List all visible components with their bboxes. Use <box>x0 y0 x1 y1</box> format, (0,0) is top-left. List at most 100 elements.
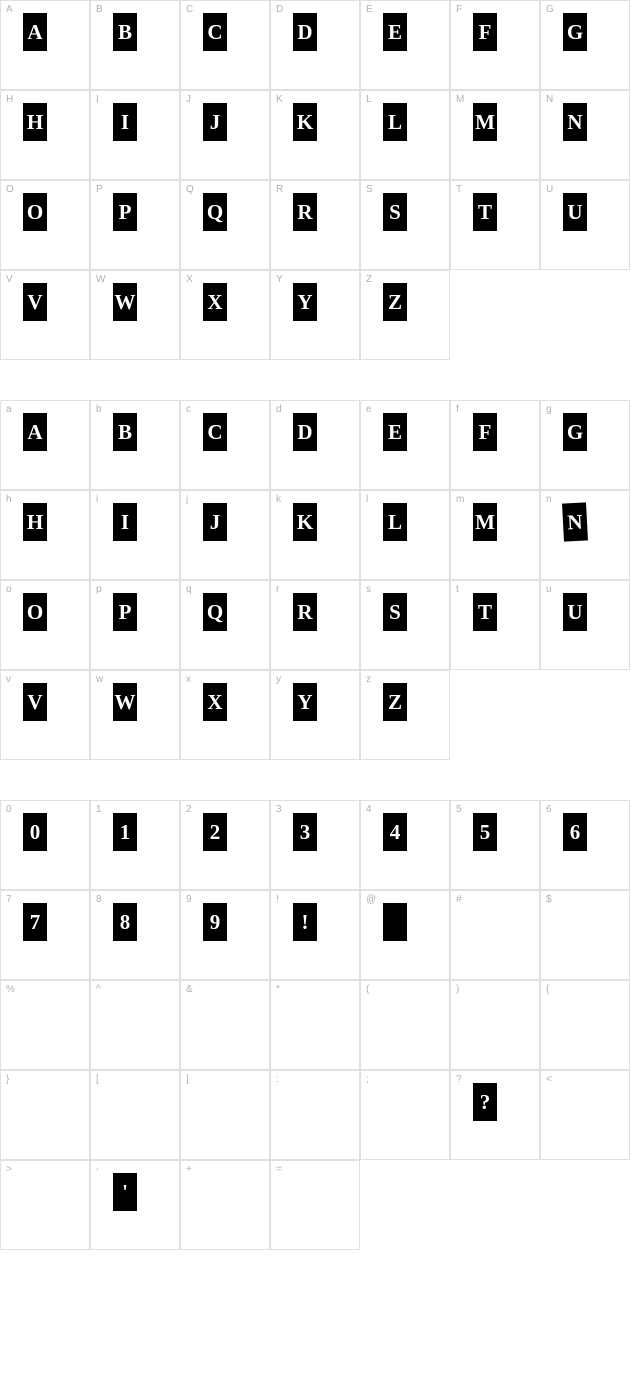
cell-label: Z <box>366 274 372 285</box>
glyph-cell: mM <box>450 490 540 580</box>
glyph-wrap <box>383 993 407 1031</box>
cell-label: t <box>456 584 459 595</box>
glyph-wrap: S <box>383 593 407 631</box>
glyph-box: G <box>563 413 587 451</box>
cell-label: ? <box>456 1074 462 1085</box>
glyph-cell: oO <box>0 580 90 670</box>
glyph-wrap: X <box>203 683 227 721</box>
glyph-cell: jJ <box>180 490 270 580</box>
glyph-cell: NN <box>540 90 630 180</box>
cell-label: u <box>546 584 552 595</box>
glyph-box: C <box>203 13 227 51</box>
glyph-wrap: 5 <box>473 813 497 851</box>
glyph-cell: YY <box>270 270 360 360</box>
glyph-cell: -' <box>90 1160 180 1250</box>
cell-label: > <box>6 1164 12 1175</box>
glyph-wrap: 7 <box>23 903 47 941</box>
glyph-box: D <box>293 413 317 451</box>
glyph-box: 8 <box>113 903 137 941</box>
glyph-cell: # <box>450 890 540 980</box>
glyph-wrap: I <box>113 503 137 541</box>
cell-label: ^ <box>96 984 101 995</box>
glyph-wrap: K <box>293 503 317 541</box>
cell-label: G <box>546 4 554 15</box>
glyph-cell: AA <box>0 0 90 90</box>
glyph-box: W <box>113 283 137 321</box>
glyph-cell: DD <box>270 0 360 90</box>
glyph-cell: ^ <box>90 980 180 1070</box>
glyph-wrap: D <box>293 13 317 51</box>
glyph-box <box>293 993 317 1031</box>
cell-label: [ <box>96 1074 99 1085</box>
glyph-wrap: Y <box>293 683 317 721</box>
glyph-box <box>383 903 407 941</box>
glyph-group-symbols: 00112233445566778899!!@#$%^&*(){}[]:;??<… <box>0 800 640 1250</box>
glyph-box: ! <box>293 903 317 941</box>
cell-label: Q <box>186 184 194 195</box>
glyph-box: U <box>563 593 587 631</box>
glyph-wrap: 9 <box>203 903 227 941</box>
glyph-box: R <box>293 193 317 231</box>
glyph-wrap: X <box>203 283 227 321</box>
cell-label: r <box>276 584 279 595</box>
glyph-box: Y <box>293 283 317 321</box>
glyph-box: B <box>113 413 137 451</box>
glyph-wrap: ' <box>113 1173 137 1211</box>
glyph-box: K <box>293 503 317 541</box>
glyph-cell: 99 <box>180 890 270 980</box>
glyph-box: R <box>293 593 317 631</box>
glyph-wrap: W <box>113 683 137 721</box>
cell-label: = <box>276 1164 282 1175</box>
glyph-cell: 11 <box>90 800 180 890</box>
glyph-wrap: 2 <box>203 813 227 851</box>
cell-label: } <box>6 1074 9 1085</box>
glyph-wrap: Q <box>203 193 227 231</box>
glyph-wrap: F <box>473 413 497 451</box>
cell-label: @ <box>366 894 376 905</box>
glyph-box: F <box>473 13 497 51</box>
cell-label: y <box>276 674 281 685</box>
cell-label: X <box>186 274 193 285</box>
cell-label: + <box>186 1164 192 1175</box>
glyph-cell: HH <box>0 90 90 180</box>
glyph-cell: rR <box>270 580 360 670</box>
cell-label: s <box>366 584 371 595</box>
glyph-cell: * <box>270 980 360 1070</box>
cell-label: a <box>6 404 12 415</box>
glyph-wrap: E <box>383 413 407 451</box>
glyph-wrap: A <box>23 13 47 51</box>
glyph-wrap: F <box>473 13 497 51</box>
glyph-wrap: E <box>383 13 407 51</box>
glyph-wrap: W <box>113 283 137 321</box>
glyph-wrap: Z <box>383 283 407 321</box>
cell-label: K <box>276 94 283 105</box>
glyph-cell: !! <box>270 890 360 980</box>
glyph-cell: wW <box>90 670 180 760</box>
glyph-cell: cC <box>180 400 270 490</box>
glyph-cell: ] <box>180 1070 270 1160</box>
cell-label: < <box>546 1074 552 1085</box>
glyph-wrap: V <box>23 683 47 721</box>
glyph-cell: eE <box>360 400 450 490</box>
glyph-cell: ( <box>360 980 450 1070</box>
glyph-cell: ; <box>360 1070 450 1160</box>
cell-label: 7 <box>6 894 12 905</box>
glyph-wrap: K <box>293 103 317 141</box>
glyph-cell: > <box>0 1160 90 1250</box>
glyph-wrap: A <box>23 413 47 451</box>
glyph-cell: bB <box>90 400 180 490</box>
cell-label: ) <box>456 984 459 995</box>
cell-label: h <box>6 494 12 505</box>
glyph-wrap <box>383 1083 407 1121</box>
glyph-box: L <box>383 503 407 541</box>
cell-label: & <box>186 984 193 995</box>
glyph-wrap: 1 <box>113 813 137 851</box>
glyph-wrap: R <box>293 593 317 631</box>
glyph-box <box>203 1173 227 1211</box>
glyph-box <box>293 1173 317 1211</box>
glyph-cell: RR <box>270 180 360 270</box>
glyph-box: O <box>23 193 47 231</box>
glyph-box: Q <box>203 593 227 631</box>
cell-label: A <box>6 4 13 15</box>
glyph-cell: xX <box>180 670 270 760</box>
